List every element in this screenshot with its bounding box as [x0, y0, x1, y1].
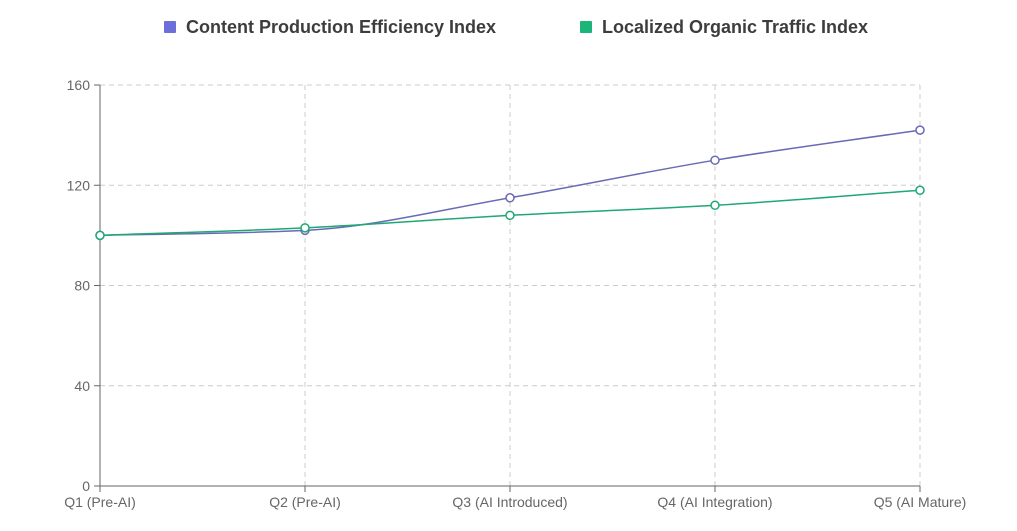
chart-legend: Content Production Efficiency Index Loca…: [0, 14, 1017, 40]
legend-label-traffic: Localized Organic Traffic Index: [602, 16, 869, 37]
legend-swatch-efficiency: [164, 21, 176, 33]
data-point-1-0: [95, 230, 105, 241]
data-point-1-1: [300, 223, 310, 233]
legend-label-efficiency: Content Production Efficiency Index: [186, 16, 497, 37]
data-point-1-4: [915, 185, 925, 196]
legend-item-traffic: Localized Organic Traffic Index: [580, 14, 868, 40]
y-tick-label-0: 0: [82, 478, 90, 494]
x-tick-label-0: Q1 (Pre-AI): [64, 494, 136, 510]
legend-item-efficiency: Content Production Efficiency Index: [164, 14, 496, 40]
data-point-0-2: [505, 193, 515, 203]
y-tick-label-1: 40: [74, 378, 90, 394]
y-tick-label-3: 120: [67, 177, 91, 193]
y-tick-label-2: 80: [74, 278, 90, 294]
data-point-0-3: [710, 155, 720, 165]
x-tick-label-2: Q3 (AI Introduced): [452, 494, 567, 510]
data-point-0-4: [915, 125, 925, 135]
data-point-1-2: [505, 210, 515, 221]
y-tick-label-4: 160: [67, 77, 91, 93]
x-tick-label-4: Q5 (AI Mature): [874, 494, 967, 510]
legend-swatch-traffic: [580, 21, 592, 33]
x-tick-label-1: Q2 (Pre-AI): [269, 494, 341, 510]
x-tick-label-3: Q4 (AI Integration): [657, 494, 772, 510]
data-point-1-3: [710, 200, 720, 211]
